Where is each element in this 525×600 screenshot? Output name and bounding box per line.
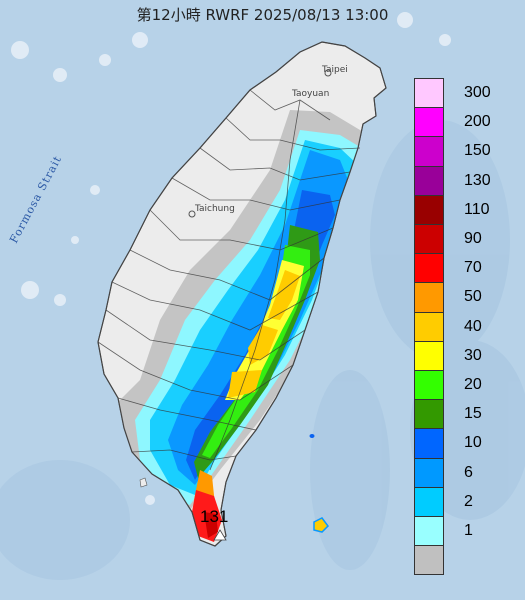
legend-label: 6 <box>464 463 473 481</box>
penghu-island <box>139 477 148 488</box>
legend-swatch <box>414 516 444 547</box>
legend-label: 40 <box>464 317 482 335</box>
taichung-marker <box>188 210 196 218</box>
offshore-islands <box>139 434 329 533</box>
legend-swatch <box>414 165 444 196</box>
legend-label: 20 <box>464 376 482 393</box>
precip-dark-red <box>204 512 218 538</box>
legend-label: 30 <box>464 346 482 364</box>
precip-amber <box>228 270 300 398</box>
precipitation-overlay <box>110 110 380 542</box>
legend-label: 130 <box>464 171 491 189</box>
max-value-marker <box>213 529 227 541</box>
green-island <box>309 434 315 438</box>
legend-label: 2 <box>464 492 473 510</box>
legend-swatch <box>414 107 444 138</box>
legend-label: 200 <box>464 113 491 131</box>
place-taipei: Taipei <box>321 65 348 75</box>
legend-label: 70 <box>464 259 482 277</box>
legend-swatch <box>414 224 444 255</box>
legend-swatch <box>414 78 444 109</box>
max-value-label: 131 <box>200 507 228 526</box>
legend-swatch <box>414 486 444 517</box>
legend-label: 15 <box>464 405 482 423</box>
legend-label: 150 <box>464 142 491 160</box>
legend-label: 1 <box>464 522 473 539</box>
legend-swatch <box>414 457 444 488</box>
place-taichung: Taichung <box>194 204 235 214</box>
legend-swatch <box>414 370 444 401</box>
legend-swatch <box>414 136 444 167</box>
legend-label: 110 <box>464 200 490 218</box>
county-boundaries <box>97 89 361 471</box>
legend-swatch <box>414 311 444 342</box>
legend-swatch <box>414 428 444 459</box>
legend-swatch <box>414 545 444 576</box>
legend-label: 50 <box>464 288 482 306</box>
taipei-marker <box>324 69 332 77</box>
legend-swatch <box>414 399 444 430</box>
orchid-island <box>313 517 329 533</box>
legend-swatch <box>414 340 444 371</box>
cloud-patches <box>11 12 451 505</box>
legend-label: 10 <box>464 434 482 452</box>
legend-swatch <box>414 253 444 284</box>
legend-swatch <box>414 282 444 313</box>
place-taoyuan: Taoyuan <box>291 89 329 99</box>
legend-label: 90 <box>464 230 482 247</box>
map-title: 第12小時 RWRF 2025/08/13 13:00 <box>136 6 389 24</box>
legend-swatch <box>414 194 444 225</box>
legend-label: 300 <box>464 84 491 101</box>
